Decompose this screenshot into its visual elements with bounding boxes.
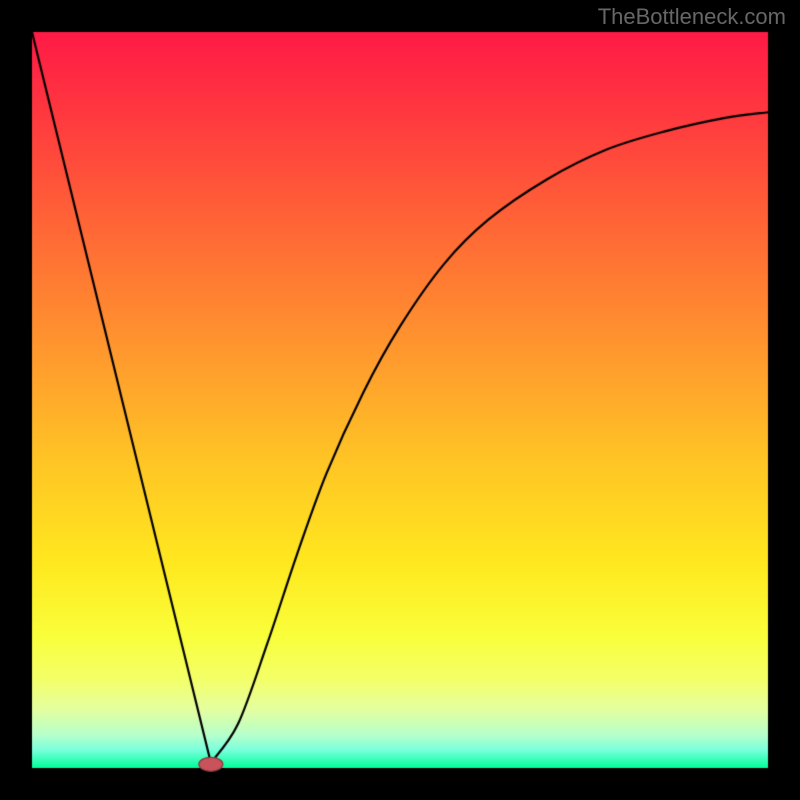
chart-container: TheBottleneck.com	[0, 0, 800, 800]
bottleneck-curve-chart	[0, 0, 800, 800]
watermark-text: TheBottleneck.com	[598, 4, 786, 30]
